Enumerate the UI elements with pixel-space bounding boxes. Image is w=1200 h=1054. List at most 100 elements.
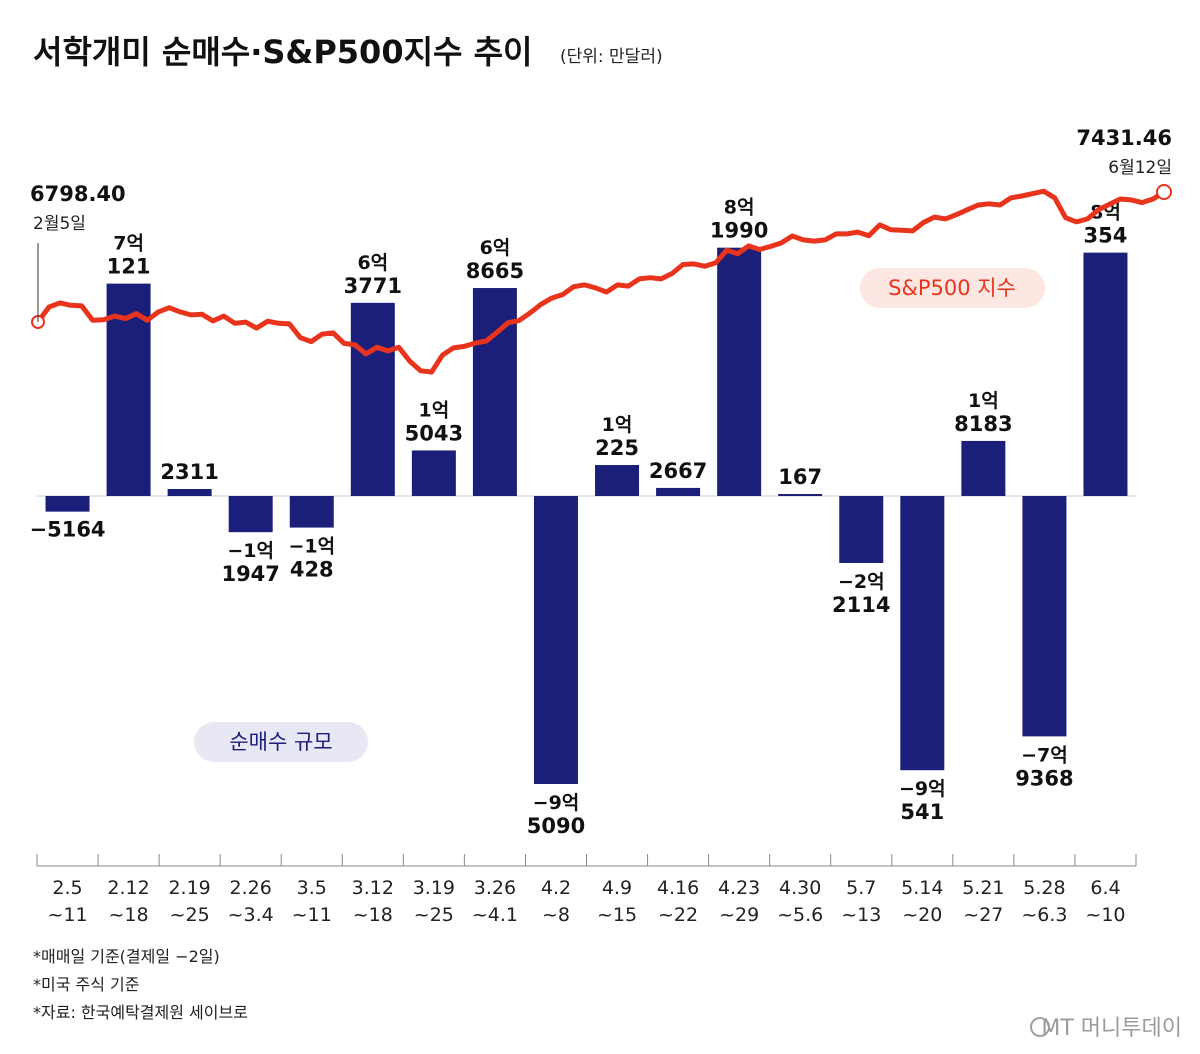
start-value-label: 6798.40 xyxy=(30,182,126,206)
bar-labels: −51647억1212311−1억1947−1억4286억37711억50436… xyxy=(30,197,1128,838)
x-tick-label: ~18 xyxy=(353,904,393,926)
sp500-line xyxy=(35,188,1167,375)
bar-data-label: −1억 xyxy=(227,540,274,562)
x-tick-label: ~11 xyxy=(292,904,332,926)
x-tick-label: ~18 xyxy=(109,904,149,926)
bar-data-label: 2114 xyxy=(832,593,890,617)
x-tick-label: 2.26 xyxy=(230,877,272,899)
bar-data-label: −2억 xyxy=(838,571,885,593)
bar xyxy=(167,489,212,496)
bar-data-label: −5164 xyxy=(30,518,106,542)
x-tick-label: 4.30 xyxy=(779,877,821,899)
bar-data-label: 225 xyxy=(595,436,639,460)
x-tick-label: ~27 xyxy=(963,904,1003,926)
chart-title: 서학개미 순매수·S&P500지수 추이 xyxy=(33,33,532,71)
x-tick-label: ~25 xyxy=(170,904,210,926)
note-3: *자료: 한국예탁결제원 세이브로 xyxy=(33,1003,248,1022)
x-tick-label: 3.26 xyxy=(474,877,516,899)
logo-text: MT 머니투데이 xyxy=(1041,1016,1182,1041)
x-tick-label: 5.14 xyxy=(901,877,943,899)
bar-data-label: 9368 xyxy=(1015,766,1073,790)
x-tick-label: 2.5 xyxy=(52,877,82,899)
x-tick-label: 2.12 xyxy=(107,877,149,899)
x-tick-label: ~22 xyxy=(658,904,698,926)
x-tick-label: 4.2 xyxy=(541,877,571,899)
bar-data-label: 1억 xyxy=(968,390,999,412)
end-date-label: 6월12일 xyxy=(1108,158,1172,178)
line-end-point xyxy=(1156,184,1172,200)
x-tick-label: ~8 xyxy=(542,904,570,926)
bar xyxy=(961,440,1006,496)
x-tick-label: 5.7 xyxy=(846,877,876,899)
bar xyxy=(350,302,395,496)
bar xyxy=(411,450,456,496)
bar-data-label: 167 xyxy=(778,465,822,489)
start-date-label: 2월5일 xyxy=(33,214,86,234)
bar xyxy=(900,496,945,771)
bar xyxy=(717,247,762,496)
end-value-label: 7431.46 xyxy=(1076,126,1172,150)
bar xyxy=(595,465,640,496)
bar-data-label: 3771 xyxy=(344,274,402,298)
bar-data-label: 121 xyxy=(107,255,151,279)
x-tick-label: ~4.1 xyxy=(472,904,518,926)
x-tick-label: 5.21 xyxy=(962,877,1004,899)
bar xyxy=(1022,496,1067,737)
bar-data-label: 5043 xyxy=(405,421,463,445)
bar xyxy=(472,288,517,496)
x-tick-label: 3.5 xyxy=(297,877,327,899)
bar-data-label: −9억 xyxy=(533,792,580,814)
bar xyxy=(228,496,273,533)
bar-data-label: 428 xyxy=(290,558,334,582)
bar xyxy=(839,496,884,563)
x-tick-label: ~13 xyxy=(841,904,881,926)
bar-data-label: −7억 xyxy=(1021,744,1068,766)
bar xyxy=(1083,252,1128,496)
x-tick-label: 2.19 xyxy=(168,877,210,899)
x-tick-label: ~3.4 xyxy=(228,904,274,926)
x-tick-label: ~11 xyxy=(47,904,87,926)
bar xyxy=(45,496,90,512)
line-legend-label: S&P500 지수 xyxy=(888,276,1016,300)
bar-data-label: 1947 xyxy=(221,562,279,586)
bar-data-label: 541 xyxy=(900,800,944,824)
note-1: *매매일 기준(결제일 −2일) xyxy=(33,947,220,966)
x-tick-label: 5.28 xyxy=(1023,877,1065,899)
bar-data-label: 8183 xyxy=(954,412,1012,436)
x-tick-label: ~6.3 xyxy=(1021,904,1067,926)
line-legend-pill xyxy=(860,268,1045,308)
x-tick-label: ~15 xyxy=(597,904,637,926)
x-tick-label: 4.9 xyxy=(602,877,632,899)
bar-legend-label: 순매수 규모 xyxy=(229,730,332,754)
bar-data-label: 1990 xyxy=(710,219,768,243)
bar-data-label: 8665 xyxy=(466,259,524,283)
bar-data-label: 6억 xyxy=(480,237,511,259)
x-tick-label: 3.12 xyxy=(352,877,394,899)
x-axis: 2.5 ~11 2.12 ~18 2.19 ~25 2.26 ~3.4 3.5 ~11 3.12 ~1… xyxy=(36,854,1137,926)
bar-data-label: 5090 xyxy=(527,814,585,838)
x-tick-label: 4.23 xyxy=(718,877,760,899)
x-tick-label: ~20 xyxy=(902,904,942,926)
line-series xyxy=(31,184,1172,375)
bar-data-label: 2667 xyxy=(649,459,707,483)
bar xyxy=(656,487,701,496)
bar-data-label: −1억 xyxy=(288,536,335,558)
bar-legend-pill xyxy=(194,722,368,762)
x-tick-label: ~10 xyxy=(1085,904,1125,926)
unit-label: (단위: 만달러) xyxy=(560,47,663,67)
x-tick-label: 3.19 xyxy=(413,877,455,899)
x-tick-label: 4.16 xyxy=(657,877,699,899)
x-tick-label: ~25 xyxy=(414,904,454,926)
x-tick-label: ~29 xyxy=(719,904,759,926)
bar-data-label: 8억 xyxy=(724,197,755,219)
bar xyxy=(289,496,334,528)
bar-data-label: 1억 xyxy=(602,414,633,436)
bar-data-label: 7억 xyxy=(113,233,144,255)
source-logo: MT 머니투데이 xyxy=(1030,1016,1182,1041)
logo-mark-icon xyxy=(1030,1017,1050,1037)
bar-data-label: 6억 xyxy=(357,252,388,274)
bar-series xyxy=(37,247,1136,784)
bar-data-label: 354 xyxy=(1084,224,1128,248)
x-tick-label: ~5.6 xyxy=(777,904,823,926)
